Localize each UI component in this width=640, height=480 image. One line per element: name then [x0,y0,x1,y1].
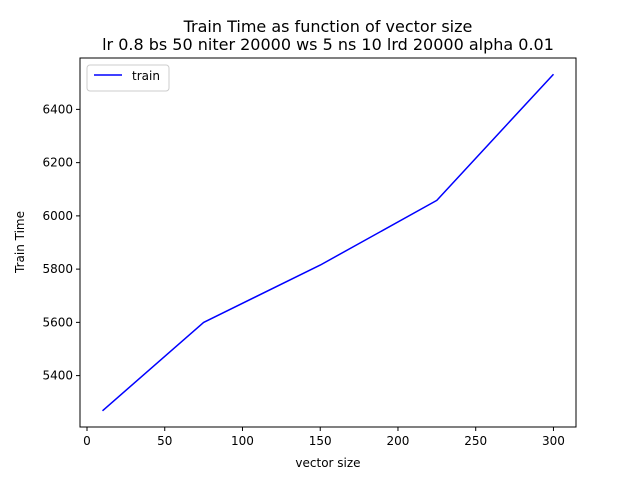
y-tick-label: 6200 [42,156,73,170]
series-layer [102,73,555,412]
legend: train [86,64,170,92]
y-tick-label: 5600 [42,315,73,329]
chart-title: Train Time as function of vector size [183,17,473,36]
x-tick-label: 100 [231,434,254,448]
x-axis-label: vector size [295,456,360,470]
x-tick-label: 0 [83,434,91,448]
legend-box [86,64,170,92]
y-tick-label: 5800 [42,262,73,276]
x-tick-label: 50 [157,434,172,448]
x-tick-label: 300 [542,434,565,448]
legend-label-train: train [132,69,160,83]
plot-frame [79,57,577,428]
x-tick-label: 200 [387,434,410,448]
y-tick-label: 5400 [42,369,73,383]
y-tick-label: 6400 [42,102,73,116]
x-tick-label: 150 [309,434,332,448]
series-line-train [102,73,555,412]
y-tick-label: 6000 [42,209,73,223]
axis-ticks: 0 50 100 150 200 250 300 5400 5600 5800 6000 6200 64… [42,102,564,448]
x-tick-label: 250 [464,434,487,448]
y-axis-label: Train Time [13,211,27,274]
chart-subtitle: lr 0.8 bs 50 niter 20000 ws 5 ns 10 lrd … [102,35,554,54]
